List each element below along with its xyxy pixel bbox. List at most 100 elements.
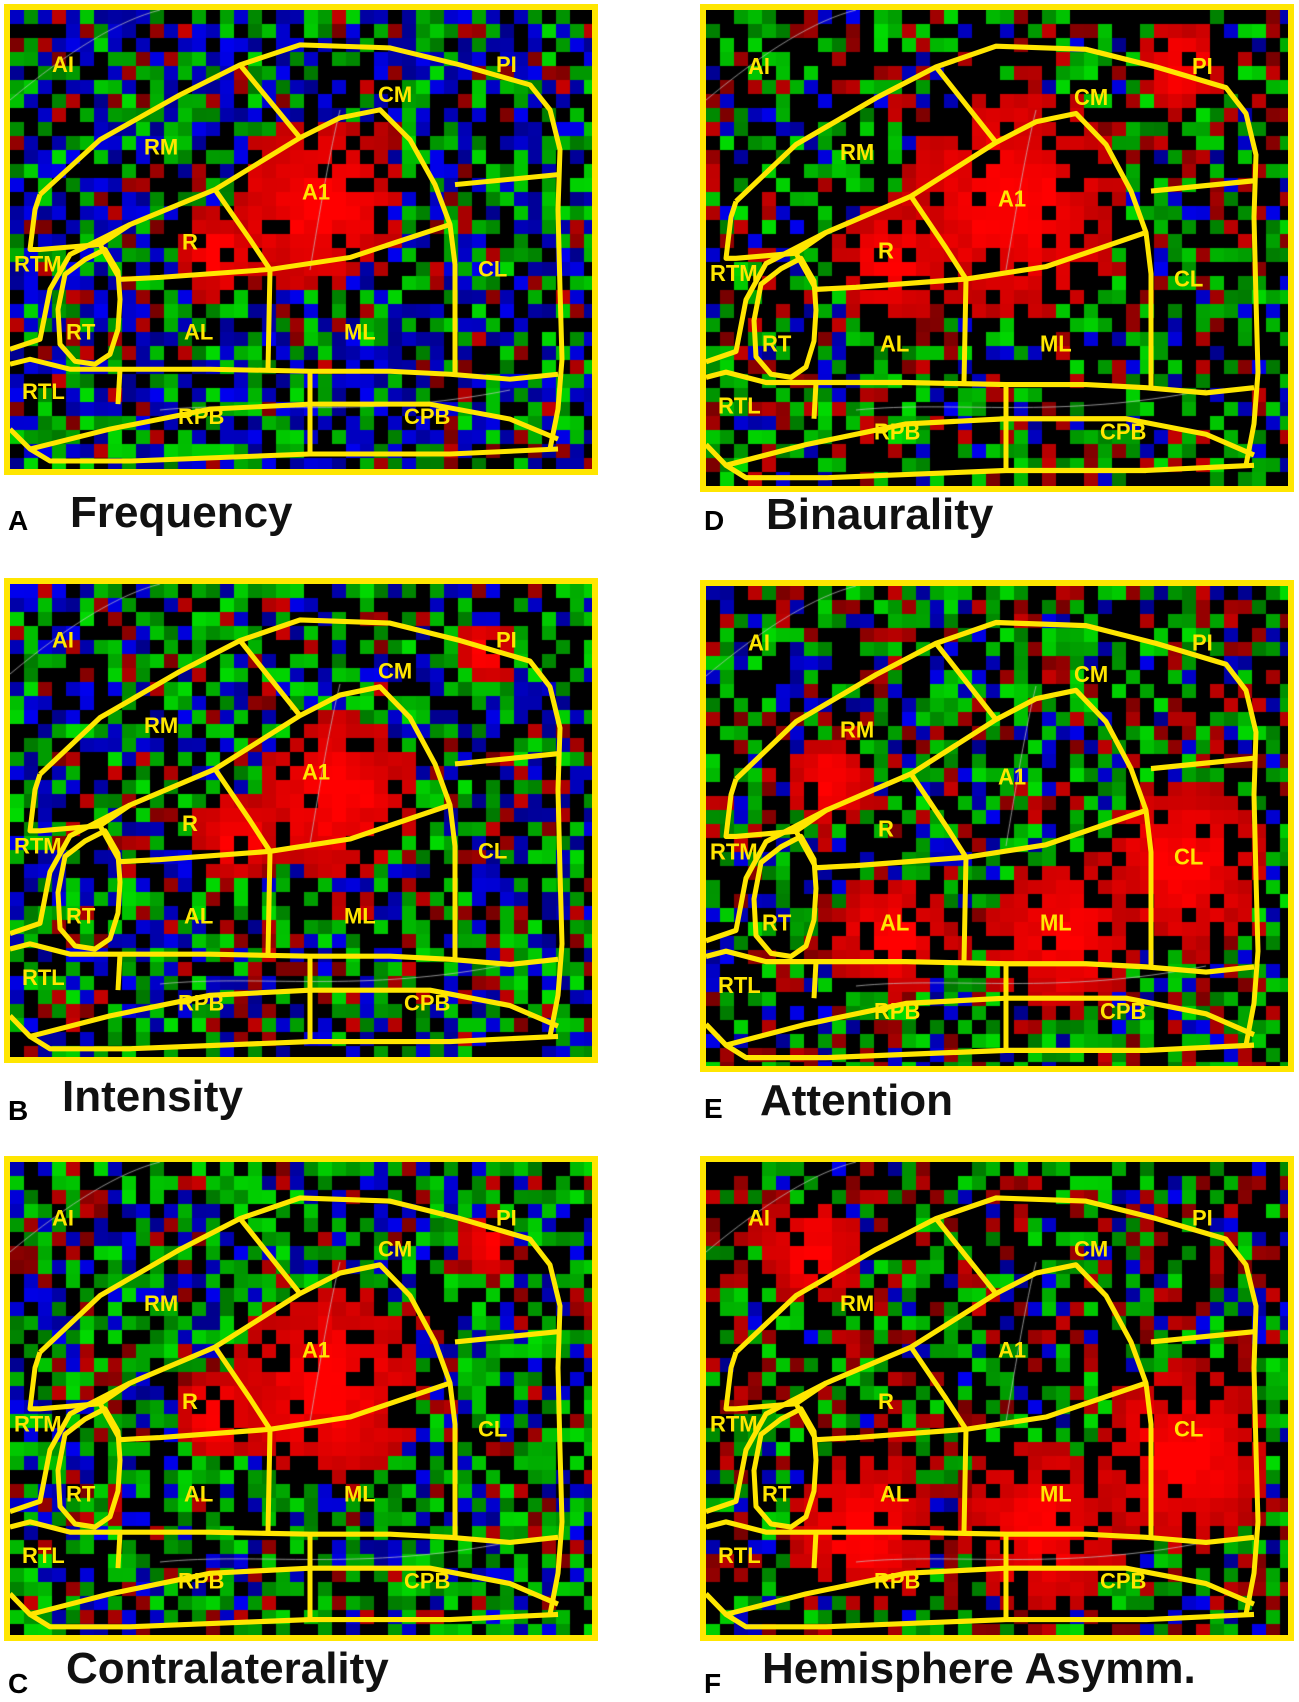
region-outline-overlay: AI PI CM RM A1 R RTM CL RT AL ML RTL RPB CPB (706, 619, 1261, 1061)
region-boundary (706, 948, 1255, 975)
region-boundary (97, 802, 451, 865)
region-label-a1: A1 (998, 1337, 1026, 1362)
region-label-pi: PI (1192, 630, 1213, 656)
region-boundary (793, 230, 1147, 292)
region-outline-rt (55, 1406, 123, 1530)
region-boundary (29, 401, 559, 452)
region-boundary (1150, 1329, 1255, 1345)
region-label-rtm: RTM (710, 1411, 758, 1436)
region-boundary (706, 1519, 1255, 1546)
region-label-rpb: RPB (178, 990, 224, 1015)
region-boundary (238, 1216, 302, 1296)
region-boundary (27, 1351, 132, 1412)
region-label-rm: RM (144, 1291, 178, 1316)
region-label-rtm: RTM (710, 839, 758, 865)
region-outline-overlay: AI PI CM RM A1 R RTM CL RT AL ML RTL RPB CPB (10, 42, 565, 464)
region-boundary (1150, 755, 1255, 772)
panel-title: Frequency (70, 488, 293, 537)
region-label-rtm: RTM (14, 1411, 62, 1436)
region-outline-rt (55, 828, 123, 952)
region-label-rpb: RPB (874, 999, 920, 1025)
panel-title: Binaurality (766, 490, 994, 539)
region-label-ai: AI (748, 54, 770, 79)
region-label-pi: PI (496, 52, 517, 77)
region-label-ai: AI (748, 1205, 770, 1230)
panel-letter: E (704, 1093, 723, 1124)
region-label-rm: RM (144, 135, 178, 160)
region-label-cm: CM (1074, 1236, 1108, 1261)
map-panel-contralaterality: AI PI CM RM A1 R RTM CL RT AL ML RTL RPB CPB (4, 1156, 598, 1641)
region-label-cpb: CPB (1100, 1568, 1146, 1593)
region-label-al: AL (184, 319, 213, 344)
region-boundary (706, 442, 1255, 481)
region-boundary (212, 1345, 273, 1533)
region-label-rtl: RTL (718, 1543, 761, 1568)
region-boundary (706, 1262, 1154, 1538)
region-label-rpb: RPB (874, 1568, 920, 1593)
region-label-cm: CM (1074, 662, 1108, 688)
region-label-a1: A1 (302, 180, 330, 205)
region-label-cm: CM (1074, 85, 1108, 110)
region-label-rtm: RTM (14, 251, 62, 276)
region-outline-rt (751, 255, 819, 380)
region-boundary (10, 356, 559, 382)
panel-title: Hemisphere Asymm. (762, 1644, 1196, 1693)
panel-letter: F (704, 1668, 722, 1699)
region-boundary (725, 416, 1255, 468)
region-label-cpb: CPB (404, 990, 450, 1015)
region-boundary (454, 751, 559, 767)
region-label-rt: RT (762, 1481, 792, 1506)
region-boundary (38, 617, 565, 1037)
region-boundary (1150, 178, 1255, 194)
panel-title: Attention (760, 1076, 954, 1125)
region-boundary (10, 1014, 559, 1052)
region-boundary (454, 1329, 559, 1345)
region-boundary (10, 427, 559, 464)
region-boundary (934, 1216, 998, 1296)
region-label-cl: CL (1174, 266, 1203, 291)
region-boundary (454, 172, 559, 188)
region-outline-rt (751, 833, 819, 960)
region-boundary (706, 369, 1255, 396)
region-label-cm: CM (378, 82, 412, 107)
region-label-rpb: RPB (178, 1568, 224, 1593)
region-boundary (29, 1565, 559, 1617)
map-panel-attention: AI PI CM RM A1 R RTM CL RT AL ML RTL RPB CPB (700, 580, 1294, 1072)
panel-letter: B (8, 1095, 29, 1126)
region-boundary (725, 1565, 1255, 1617)
region-label-ai: AI (52, 1205, 74, 1230)
region-label-rm: RM (840, 140, 874, 165)
region-label-ml: ML (344, 319, 376, 344)
region-boundary (212, 767, 273, 955)
region-label-a1: A1 (998, 186, 1026, 211)
region-boundary (723, 200, 828, 261)
region-outline-overlay: AI PI CM RM A1 R RTM CL RT AL ML RTL RPB CPB (10, 1195, 565, 1630)
region-boundary (212, 188, 273, 370)
region-label-cpb: CPB (404, 1568, 450, 1593)
region-label-cl: CL (478, 256, 507, 281)
region-boundary (10, 1262, 458, 1538)
region-boundary (10, 941, 559, 968)
region-label-rt: RT (762, 331, 792, 356)
region-boundary (811, 961, 819, 999)
map-panel-hemisphere-asymmetry: AI PI CM RM A1 R RTM CL RT AL ML RTL RPB CPB (700, 1156, 1294, 1641)
region-label-cpb: CPB (1100, 419, 1146, 444)
region-outline-rt (55, 246, 123, 367)
region-label-cm: CM (378, 1236, 412, 1261)
region-boundary (97, 222, 451, 282)
region-boundary (934, 65, 998, 145)
region-boundary (934, 641, 998, 722)
region-label-a1: A1 (302, 759, 330, 784)
region-boundary (38, 1195, 565, 1615)
region-label-rt: RT (66, 903, 96, 928)
region-boundary (734, 43, 1261, 466)
region-boundary (811, 1532, 819, 1569)
region-label-al: AL (184, 1481, 213, 1506)
region-label-r: R (878, 1389, 894, 1414)
region-label-r: R (182, 811, 198, 836)
region-label-rm: RM (840, 717, 874, 743)
region-label-ai: AI (748, 630, 770, 656)
region-boundary (725, 995, 1255, 1048)
region-label-rt: RT (762, 910, 792, 936)
region-boundary (10, 1519, 559, 1546)
